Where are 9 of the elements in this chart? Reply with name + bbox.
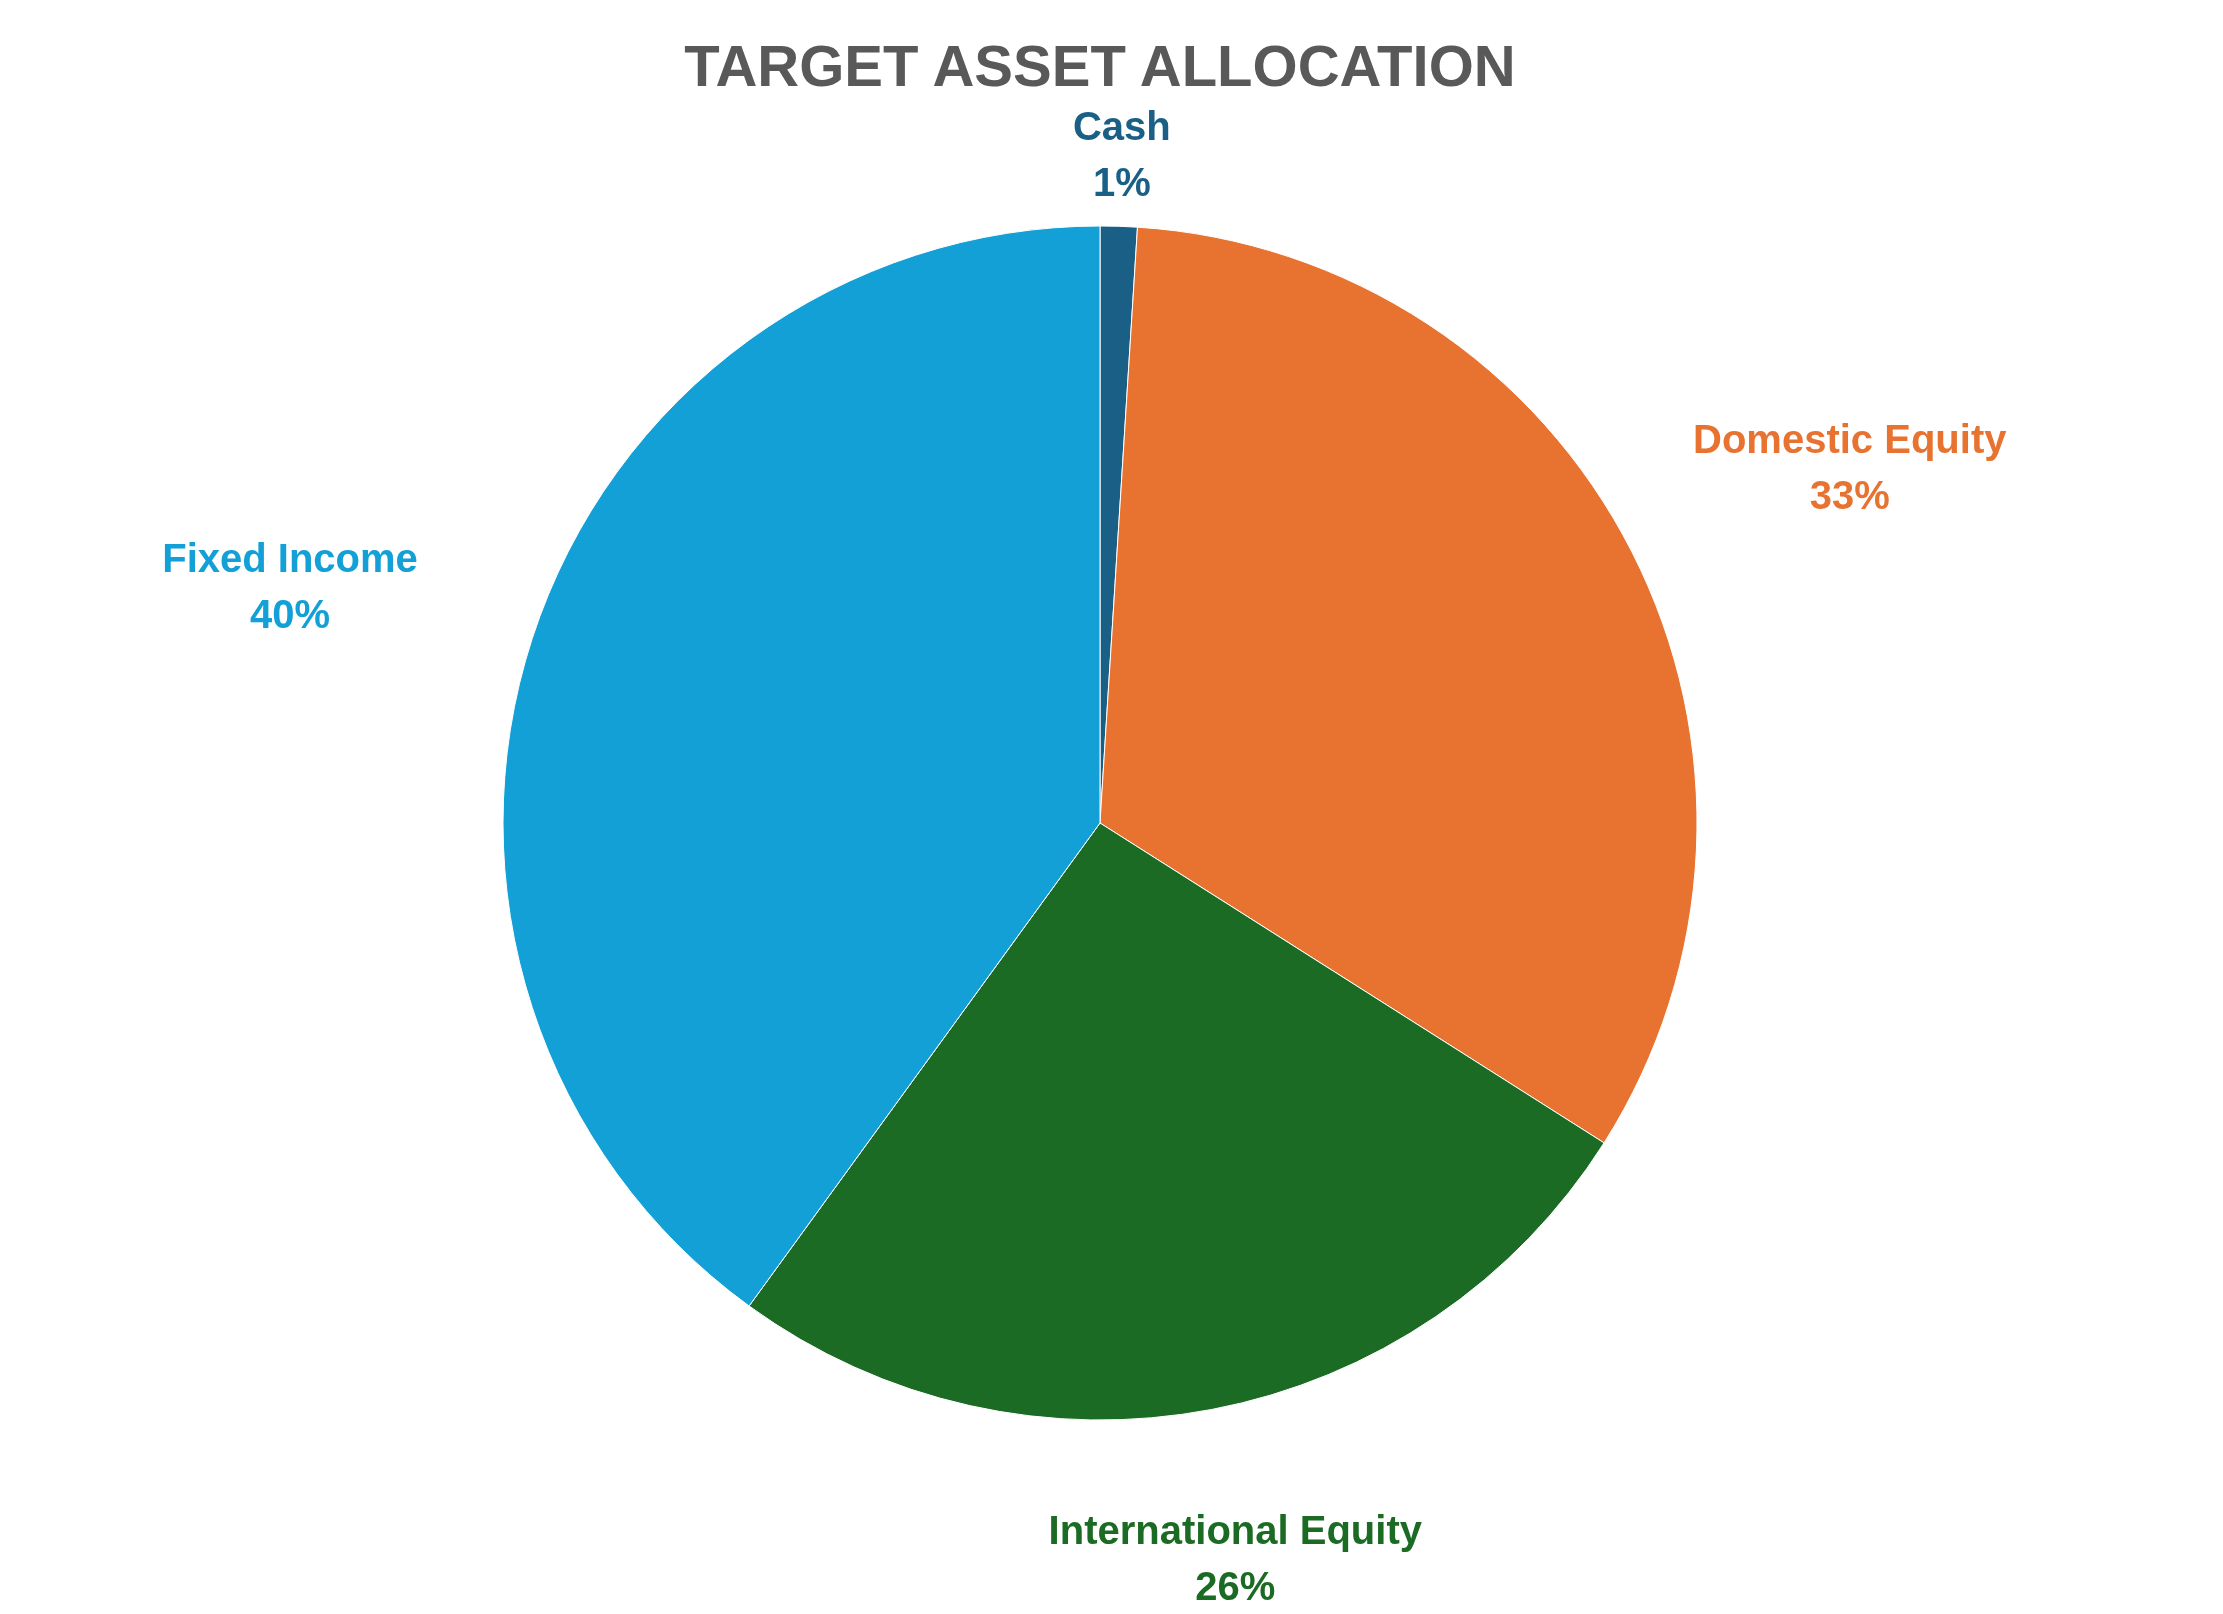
data-label: 26% — [1195, 1564, 1276, 1609]
data-label: 33% — [1809, 472, 1890, 517]
slice-label: Cash — [1072, 104, 1171, 148]
slice-label: Fixed Income — [162, 535, 418, 580]
slice-label: International Equity — [1048, 1508, 1423, 1553]
slice-label: Domestic Equity — [1693, 416, 2008, 461]
data-label: 1% — [1092, 160, 1151, 204]
chart-title: TARGET ASSET ALLOCATION — [684, 33, 1516, 98]
data-label: 40% — [249, 591, 331, 636]
